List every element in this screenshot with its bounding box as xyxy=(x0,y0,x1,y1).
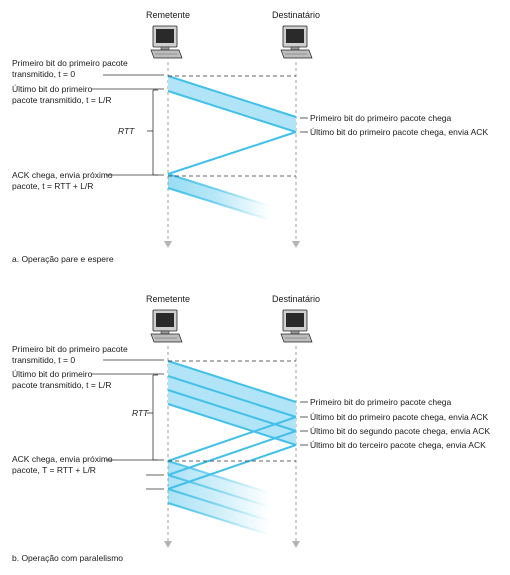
packet-edge-b xyxy=(167,360,297,403)
label-last-bit-sent-a: Último bit do primeiro xyxy=(12,84,93,94)
next-packet-edge-b xyxy=(167,460,271,494)
label-ack-a: pacote, t = RTT + L/R xyxy=(12,181,93,191)
down-arrow-icon xyxy=(164,541,172,548)
caption-a: a. Operação pare e espere xyxy=(12,254,114,264)
receiver-title-a: Destinatário xyxy=(272,10,320,20)
next-packet-edge-b xyxy=(167,502,271,536)
ack-line-b1 xyxy=(167,416,297,462)
panel-b: Remetente Destinatário Primeiro bit do p… xyxy=(12,294,490,563)
label-ack-b: ACK chega, envia próximo xyxy=(12,454,113,464)
label-last-bit-sent-b: Último bit do primeiro xyxy=(12,369,93,379)
next-packets-b xyxy=(168,461,270,535)
data-packet-b3 xyxy=(168,390,296,445)
computer-terminal-icon xyxy=(280,309,313,343)
rtt-label-a: RTT xyxy=(118,126,135,136)
sender-title-b: Remetente xyxy=(146,294,190,304)
label-last-bit-sent-a: pacote transmitido, t = L/R xyxy=(12,95,111,105)
label-first-bit-sent-b: transmitido, t = 0 xyxy=(12,355,75,365)
data-packet-b2 xyxy=(168,376,296,431)
next-packet-a xyxy=(168,174,270,220)
panel-a: Remetente Destinatário Primeiro bit do p… xyxy=(12,10,488,264)
next-packet-edge-a xyxy=(167,187,271,221)
label-first-bit-sent-a: Primeiro bit do primeiro pacote xyxy=(12,58,128,68)
down-arrow-icon xyxy=(164,241,172,248)
computer-terminal-icon xyxy=(150,309,183,343)
label-first-bit-sent-b: Primeiro bit do primeiro pacote xyxy=(12,344,128,354)
label-ack-b: pacote, T = RTT + L/R xyxy=(12,465,96,475)
label-recv-first-bit-b: Primeiro bit do primeiro pacote chega xyxy=(310,397,452,407)
label-recv-last-bit-b2: Último bit do segundo pacote chega, envi… xyxy=(310,426,490,436)
ack-line-a xyxy=(167,131,297,175)
down-arrow-icon xyxy=(292,241,300,248)
next-packet-edge-a xyxy=(167,173,271,207)
packet-edge-b xyxy=(167,375,297,418)
packet-trailing-edge-a xyxy=(167,90,297,133)
rtt-label-b: RTT xyxy=(132,408,149,418)
computer-terminal-icon xyxy=(280,25,313,59)
label-first-bit-sent-a: transmitido, t = 0 xyxy=(12,69,75,79)
sender-title-a: Remetente xyxy=(146,10,190,20)
data-packet-b1 xyxy=(168,361,296,417)
next-packet-edge-b xyxy=(167,488,271,522)
receiver-title-b: Destinatário xyxy=(272,294,320,304)
data-packet-a xyxy=(168,76,296,132)
next-packet-edge-b xyxy=(167,474,271,508)
packet-leading-edge-a xyxy=(167,75,297,118)
label-recv-first-bit-a: Primeiro bit do primeiro pacote chega xyxy=(310,113,452,123)
label-last-bit-sent-b: pacote transmitido, t = L/R xyxy=(12,380,111,390)
label-ack-a: ACK chega, envia próximo xyxy=(12,170,113,180)
label-recv-last-bit-b1: Último bit do primeiro pacote chega, env… xyxy=(310,412,488,422)
label-recv-last-bit-b3: Último bit do terceiro pacote chega, env… xyxy=(310,440,486,450)
computer-terminal-icon xyxy=(150,25,183,59)
label-recv-last-bit-a: Último bit do primeiro pacote chega, env… xyxy=(310,127,488,137)
caption-b: b. Operação com paralelismo xyxy=(12,553,123,563)
down-arrow-icon xyxy=(292,541,300,548)
